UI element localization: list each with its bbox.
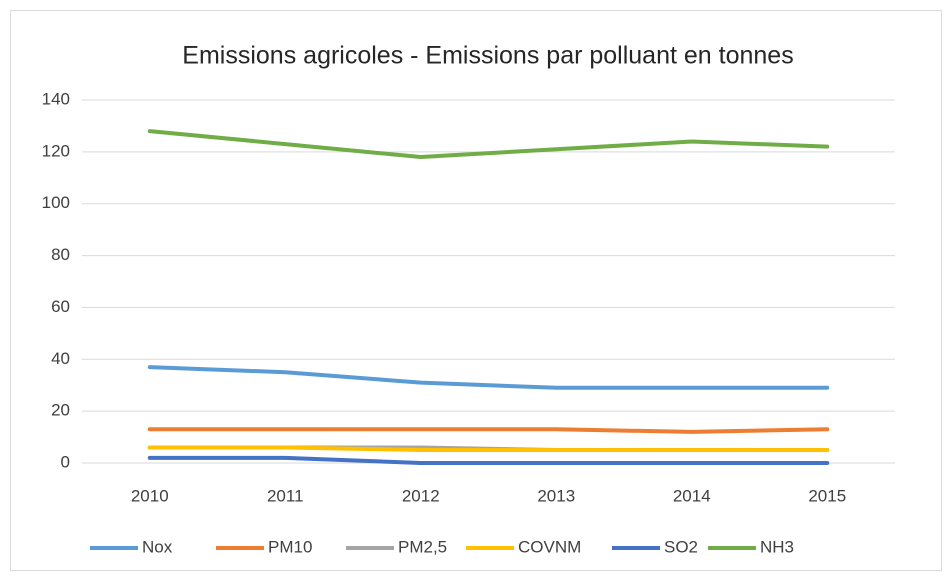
- series-line: [147, 365, 830, 390]
- series-line: [147, 427, 830, 434]
- y-tick-label: 60: [51, 297, 70, 316]
- y-tick-label: 0: [61, 452, 70, 471]
- y-tick-label: 100: [42, 193, 70, 212]
- x-tick-label: 2013: [537, 486, 575, 505]
- y-tick-label: 80: [51, 245, 70, 264]
- y-tick-label: 40: [51, 349, 70, 368]
- legend-label: PM2,5: [398, 537, 447, 556]
- y-tick-label: 140: [42, 89, 70, 108]
- legend-label: NH3: [760, 537, 794, 556]
- x-tick-label: 2011: [267, 486, 304, 505]
- chart-border: [10, 10, 942, 571]
- x-tick-label: 2014: [673, 486, 711, 505]
- legend-label: SO2: [664, 537, 698, 556]
- y-tick-label: 20: [51, 401, 70, 420]
- legend-label: COVNM: [518, 537, 581, 556]
- series-line: [147, 455, 830, 465]
- series-line: [147, 445, 830, 453]
- x-tick-label: 2012: [402, 486, 440, 505]
- legend-label: Nox: [142, 537, 173, 556]
- chart-title: Emissions agricoles - Emissions par poll…: [182, 42, 793, 70]
- y-tick-label: 120: [42, 141, 70, 160]
- legend-label: PM10: [268, 537, 312, 556]
- series-line: [147, 129, 830, 160]
- x-tick-label: 2010: [131, 486, 169, 505]
- x-tick-label: 2015: [808, 486, 846, 505]
